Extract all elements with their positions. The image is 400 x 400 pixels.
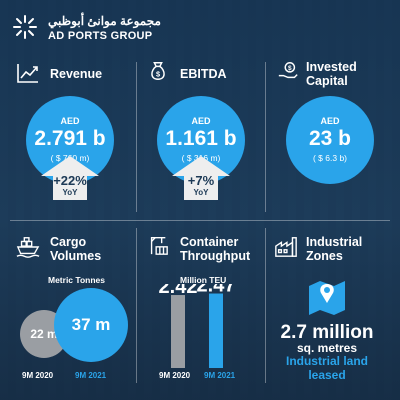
ebitda-growth-value: +7%: [187, 173, 215, 188]
invested-capital-value: 23 b: [308, 127, 352, 150]
column-divider: [136, 228, 137, 383]
container-throughput-title: Container Throughput: [180, 235, 250, 263]
revenue-title: Revenue: [50, 67, 103, 81]
container-title-line1: Container: [180, 235, 239, 249]
container-2021-label: 9M 2021: [204, 371, 236, 380]
svg-text:$: $: [156, 70, 160, 79]
industrial-land-stat: 2.7 million: [280, 322, 374, 343]
ad-ports-logo-icon: [13, 15, 37, 39]
up-arrow-icon: [172, 156, 230, 200]
brand-name-arabic: مجموعة موانئ أبوظبي: [48, 14, 161, 28]
container-bar-chart: 2.42 2.47: [159, 284, 236, 368]
crane-container-icon: [150, 236, 168, 255]
cargo-ship-icon: [16, 237, 40, 258]
cargo-2021-circle: 37 m: [54, 288, 128, 362]
bar-9m-2021-value-label: 2.47: [197, 284, 236, 297]
cargo-2020-label: 9M 2020: [22, 371, 54, 380]
cargo-2020-value: 22 m: [30, 327, 58, 341]
revenue-value: 2.791 b: [34, 127, 106, 150]
container-unit: Million TEU: [180, 275, 227, 285]
revenue-growth: +22% YoY: [41, 173, 99, 197]
industrial-land-label-line2: leased: [308, 368, 346, 382]
brand-name-english: AD PORTS GROUP: [48, 30, 153, 42]
factory-icon: [275, 237, 297, 257]
invested-capital-currency: AED: [320, 116, 340, 126]
revenue-growth-value: +22%: [53, 173, 87, 188]
ebitda-value: 1.161 b: [165, 127, 237, 150]
invested-capital-title-line2: Capital: [306, 74, 348, 88]
ebitda-title: EBITDA: [180, 67, 227, 81]
container-2020-label: 9M 2020: [159, 371, 191, 380]
cargo-volumes-title: Cargo Volumes: [50, 235, 101, 263]
column-divider: [265, 228, 266, 383]
row-divider: [10, 220, 390, 221]
cargo-2021-label: 9M 2021: [75, 371, 107, 380]
cargo-title-line2: Volumes: [50, 249, 102, 263]
bar-9m-2020: [171, 295, 185, 368]
column-divider: [265, 62, 266, 212]
svg-text:$: $: [288, 65, 292, 72]
industrial-title-line2: Zones: [306, 249, 343, 263]
money-bag-icon: $: [151, 62, 165, 80]
ebitda-growth-label: YoY: [193, 188, 209, 197]
cargo-unit: Metric Tonnes: [48, 275, 105, 285]
invested-capital-title: Invested Capital: [306, 60, 357, 88]
hand-coin-icon: $: [278, 62, 298, 79]
container-title-line2: Throughput: [180, 249, 251, 263]
up-arrow-icon: [41, 156, 99, 200]
ebitda-growth: +7% YoY: [172, 173, 230, 197]
growth-chart-icon: [17, 64, 38, 83]
bar-9m-2020-value-label: 2.42: [159, 284, 198, 298]
map-pin-icon: [309, 281, 345, 315]
industrial-land-unit: sq. metres: [296, 341, 358, 355]
industrial-title-line1: Industrial: [306, 235, 363, 249]
cargo-title-line1: Cargo: [50, 235, 87, 249]
industrial-land-label-line1: Industrial land: [285, 354, 368, 368]
ebitda-currency: AED: [191, 116, 211, 126]
invested-capital-title-line1: Invested: [306, 60, 357, 74]
invested-capital-circle: AED 23 b ( $ 6.3 b): [286, 96, 374, 184]
cargo-2021-value: 37 m: [71, 315, 111, 334]
bar-9m-2021: [209, 293, 223, 368]
column-divider: [136, 62, 137, 212]
industrial-zones-title: Industrial Zones: [306, 235, 362, 263]
revenue-currency: AED: [60, 116, 80, 126]
revenue-growth-label: YoY: [62, 188, 78, 197]
invested-capital-usd: ( $ 6.3 b): [312, 153, 348, 163]
